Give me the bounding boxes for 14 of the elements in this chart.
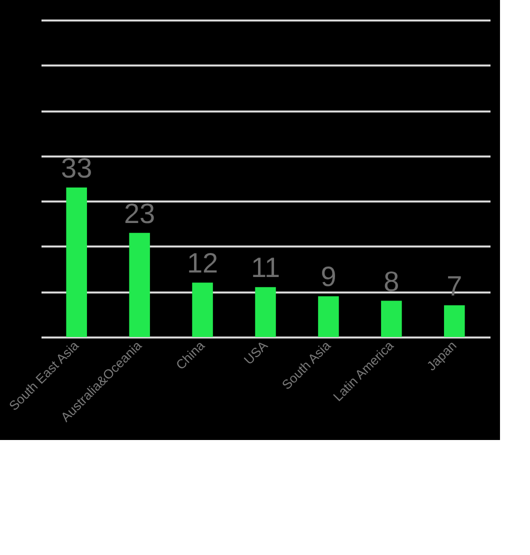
bar xyxy=(255,287,276,337)
bar xyxy=(381,300,402,337)
x-tick-label: USA xyxy=(240,338,271,368)
data-label: 33 xyxy=(61,152,92,184)
data-label: 8 xyxy=(384,266,400,297)
bar xyxy=(192,282,213,337)
data-label: 9 xyxy=(320,261,336,292)
bar xyxy=(444,305,465,337)
bar xyxy=(66,188,87,337)
bar xyxy=(129,232,150,337)
data-label: 23 xyxy=(124,198,156,229)
data-label: 11 xyxy=(250,252,280,284)
bar xyxy=(318,296,339,337)
data-label: 12 xyxy=(186,248,218,279)
